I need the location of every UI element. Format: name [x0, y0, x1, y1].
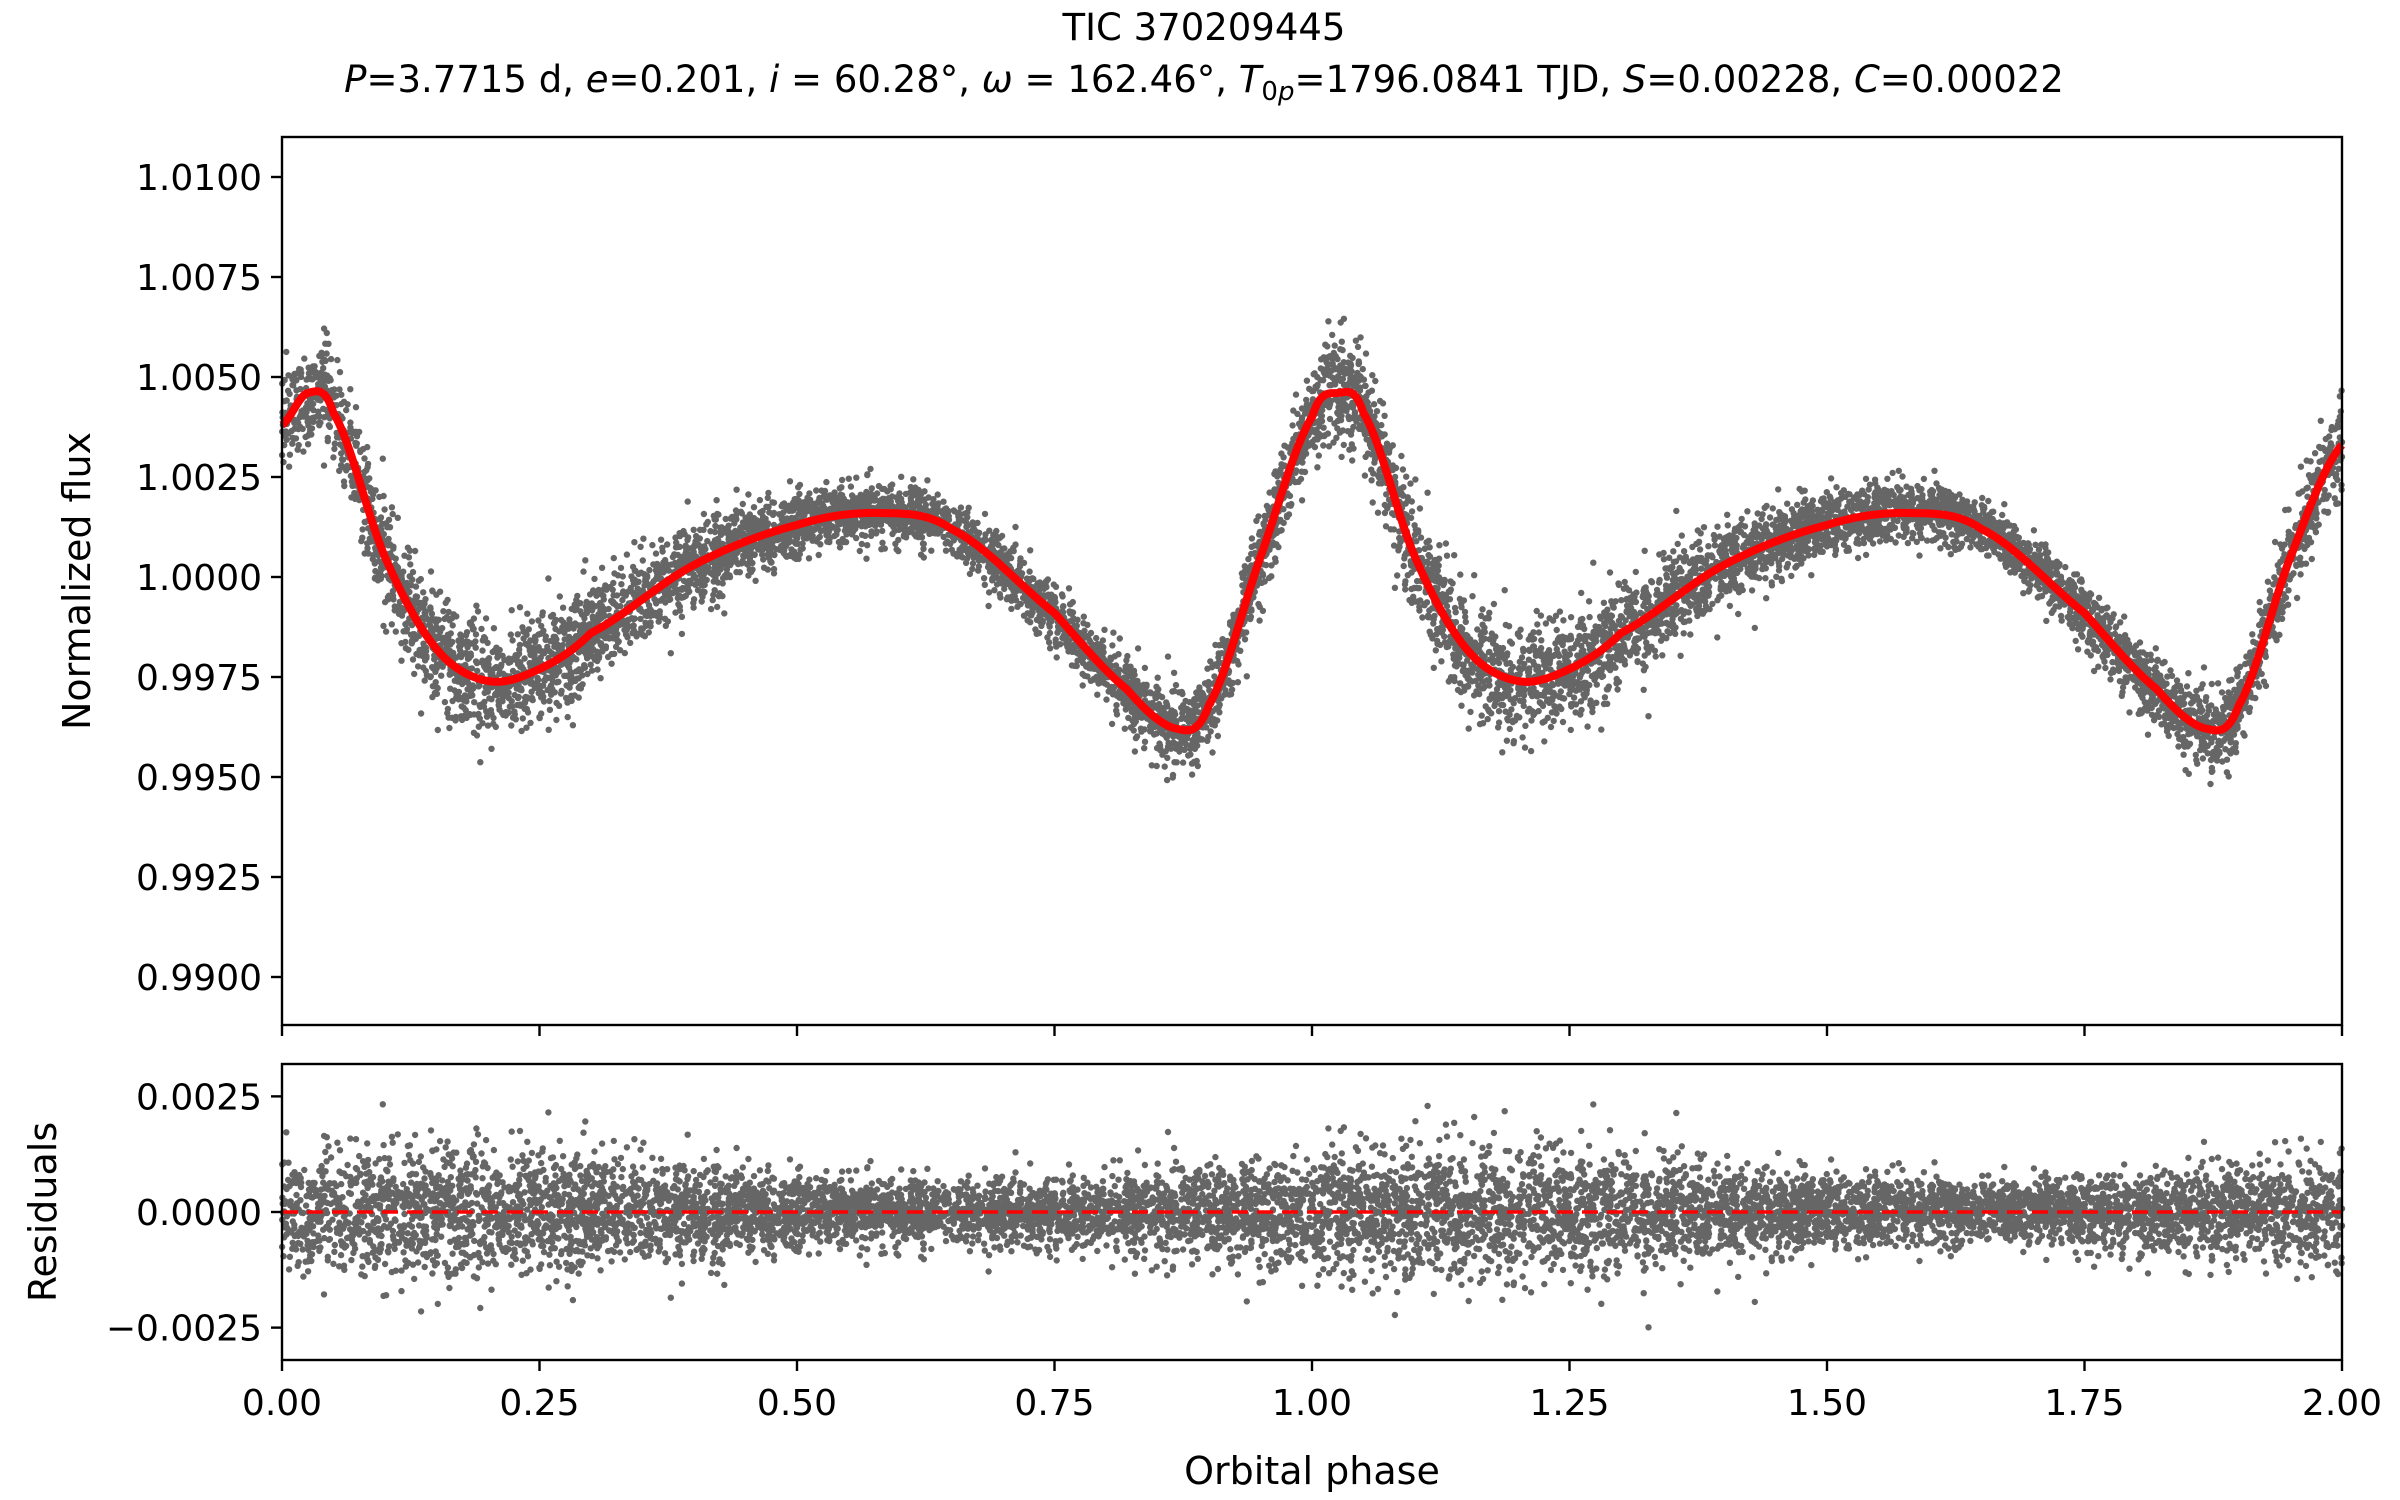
- x-tick-label: 2.00: [2302, 1383, 2382, 1424]
- y-tick-label: 1.0050: [136, 358, 262, 399]
- flux-point-cloud: [278, 315, 2346, 788]
- y-tick-label: 0.9975: [136, 658, 262, 699]
- x-tick-label: 0.00: [242, 1383, 322, 1424]
- residuals-panel: −0.0025 0.0000 0.0025 0.00 0.25 0.50 0.75 1.00 1…: [21, 1062, 2382, 1493]
- y-axis-label-flux: Normalized flux: [55, 432, 99, 730]
- y-tick-label: 1.0000: [136, 558, 262, 599]
- y-tick-label: 0.9950: [136, 758, 262, 799]
- x-tick-label: 0.75: [1014, 1383, 1094, 1424]
- y-tick-label: 1.0025: [136, 458, 262, 499]
- x-tick-label: 0.25: [499, 1383, 579, 1424]
- light-curve-ticks: 0.9900 0.9925 0.9950 0.9975 1.0000 1.0025 1.00…: [136, 158, 2344, 1036]
- model-curve: [279, 387, 2346, 735]
- y-tick-label: 0.0000: [136, 1193, 262, 1234]
- x-tick-label: 1.50: [1787, 1383, 1867, 1424]
- x-axis-label: Orbital phase: [1184, 1449, 1440, 1493]
- y-tick-label: 1.0075: [136, 258, 262, 299]
- residuals-frame: [280, 1062, 2344, 1362]
- residual-point-cloud: [278, 1101, 2346, 1331]
- chart-subtitle: P=3.7715 d, e=0.201, i = 60.28°, ω = 162…: [344, 58, 2064, 107]
- x-tick-label: 1.00: [1272, 1383, 1352, 1424]
- residuals-ticks: −0.0025 0.0000 0.0025 0.00 0.25 0.50 0.75 1.00 1…: [106, 1077, 2382, 1424]
- y-tick-label: −0.0025: [106, 1309, 262, 1350]
- y-tick-label: 0.9925: [136, 858, 262, 899]
- y-tick-label: 0.9900: [136, 958, 262, 999]
- y-tick-label: 0.0025: [136, 1077, 262, 1118]
- x-tick-label: 1.25: [1529, 1383, 1609, 1424]
- light-curve-frame: [280, 135, 2344, 1027]
- y-tick-label: 1.0100: [136, 158, 262, 199]
- light-curve-panel: 0.9900 0.9925 0.9950 0.9975 1.0000 1.0025 1.00…: [55, 135, 2346, 1036]
- x-tick-label: 1.75: [2044, 1383, 2124, 1424]
- chart-title: TIC 370209445: [1062, 6, 1346, 49]
- residual-points: [278, 1101, 2346, 1331]
- y-axis-label-residuals: Residuals: [21, 1122, 65, 1302]
- flux-points: [278, 315, 2346, 788]
- x-tick-label: 0.50: [757, 1383, 837, 1424]
